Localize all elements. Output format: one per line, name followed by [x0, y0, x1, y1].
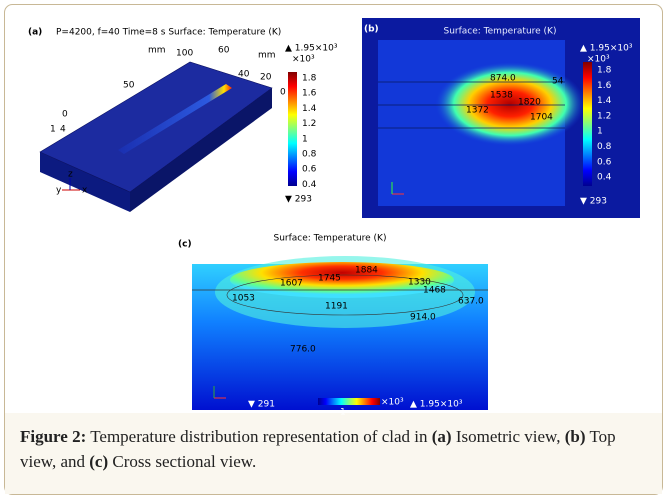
triad-label: x [82, 186, 88, 196]
colorbar-tick: 1.4 [302, 104, 317, 114]
panel-label: (b) [364, 25, 379, 35]
colorbar-tick: 0.4 [597, 173, 612, 183]
contour-label: 776.0 [290, 345, 316, 355]
contour-label: 1372 [466, 106, 489, 116]
axis-label: 1 [50, 125, 56, 135]
slab-side [40, 152, 130, 212]
colorbar-tick: 0.4 [302, 180, 317, 190]
caption-run: (b) [564, 427, 586, 446]
colorbar-tick: 1.2 [302, 119, 316, 129]
contour-label: 637.0 [458, 297, 484, 307]
axis-label: 100 [176, 49, 193, 59]
panel-c [192, 256, 488, 410]
colorbar-tick: 1 [302, 134, 308, 144]
colorbar-multiplier: ×10³ [381, 398, 404, 408]
caption-run: Isometric view, [451, 427, 565, 446]
colorbar-tick: 0.8 [302, 150, 317, 160]
panel-label: (c) [178, 240, 192, 250]
colorbar-tick: 0.6 [597, 157, 612, 167]
contour-label: 1468 [423, 286, 446, 296]
panel-title: P=4200, f=40 Time=8 s Surface: Temperatu… [56, 28, 281, 38]
colorbar [583, 62, 592, 186]
colorbar-tick: 1.8 [597, 66, 612, 76]
axis-label: 40 [238, 70, 250, 80]
colorbar-min: ▼ 293 [285, 195, 312, 205]
axis-label: 50 [123, 81, 135, 91]
caption-run: Top view, and [20, 427, 616, 471]
contour-label: 1820 [518, 98, 541, 108]
panel-title: Surface: Temperature (K) [444, 27, 557, 37]
caption: Figure 2: Temperature distribution repre… [20, 424, 648, 474]
colorbar-tick: 0.8 [597, 142, 612, 152]
caption-run: (c) [89, 452, 109, 471]
colorbar-tick: 1.2 [597, 111, 611, 121]
axis-label: mm [258, 51, 276, 61]
axis-label: 60 [218, 46, 230, 56]
panel-label: (a) [28, 28, 42, 38]
axis-label: mm [148, 46, 166, 56]
heat-spot [435, 62, 585, 146]
colorbar [288, 72, 297, 186]
colorbar-tick: 0.6 [302, 165, 317, 175]
contour-line [226, 274, 464, 316]
colorbar-tick: 1.8 [302, 74, 317, 84]
contour-label: 1330 [408, 278, 431, 288]
clad-track [118, 84, 232, 154]
panel-b [362, 18, 640, 218]
contour-label: 1884 [355, 266, 378, 276]
colorbar-tick: 1.6 [302, 89, 317, 99]
colorbar-max: ▲ 1.95×10³ [580, 44, 633, 54]
colorbar [318, 398, 380, 405]
caption-background [5, 413, 662, 494]
caption-run: Figure 2: [20, 427, 87, 446]
slab-side [130, 88, 272, 212]
triad-label: y [56, 186, 62, 196]
contour-label: 1191 [325, 302, 348, 312]
axis-label: 4 [60, 125, 66, 135]
clad-dome [230, 262, 454, 298]
colorbar-tick: 1 [340, 408, 346, 418]
contour-label: 1704 [530, 113, 553, 123]
colorbar-tick: 1.6 [597, 81, 612, 91]
contour-label: 874.0 [490, 74, 516, 84]
colorbar-min: ▼ 293 [580, 197, 607, 207]
colorbar-tick: 1.4 [597, 96, 612, 106]
caption-run: (a) [431, 427, 452, 446]
colorbar-max: ▲ 1.95×10³ [410, 400, 463, 410]
contour-label: 54 [552, 77, 564, 87]
panel-title: Surface: Temperature (K) [274, 234, 387, 244]
contour-label: 1053 [232, 294, 255, 304]
axis-label: 0 [62, 110, 68, 120]
colorbar-multiplier: ×10³ [587, 55, 610, 65]
caption-run: Cross sectional view. [108, 452, 257, 471]
colorbar-multiplier: ×10³ [292, 55, 315, 65]
colorbar-max: ▲ 1.95×10³ [285, 44, 338, 54]
contour-label: 914.0 [410, 313, 436, 323]
caption-run: Temperature distribution representation … [86, 427, 432, 446]
colorbar-tick: 1 [597, 127, 603, 137]
contour-label: 1538 [490, 91, 513, 101]
triad-label: z [68, 170, 73, 180]
axis-label: 20 [260, 73, 272, 83]
panel-a [39, 61, 297, 212]
axis-label: 0 [280, 88, 286, 98]
colorbar-min: ▼ 291 [248, 400, 275, 410]
contour-label: 1607 [280, 279, 303, 289]
contour-label: 1745 [318, 274, 341, 284]
